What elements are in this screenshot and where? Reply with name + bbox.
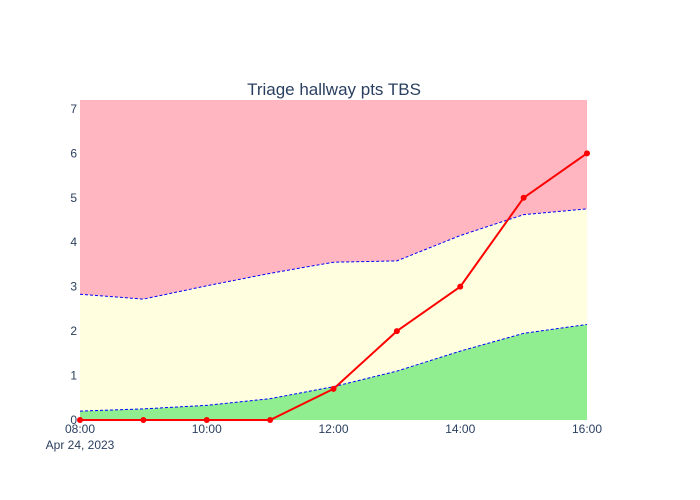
plot-area [77, 100, 590, 423]
series-point [77, 417, 83, 423]
x-tick-label: 14:00 [445, 422, 475, 436]
y-tick-label: 1 [70, 369, 77, 383]
series-point [140, 417, 147, 423]
series-point [267, 417, 274, 423]
band-high [80, 100, 587, 300]
series-point [203, 417, 210, 423]
x-tick-label: 10:00 [192, 422, 222, 436]
band-mid [80, 208, 587, 412]
y-axis: 0 1 2 3 4 5 6 7 [70, 102, 77, 427]
band-low [80, 324, 587, 420]
x-tick-label: 08:00 [65, 422, 95, 436]
series-point [520, 194, 527, 201]
x-axis: 08:00 10:00 12:00 14:00 16:00 [65, 422, 602, 436]
boundary-upper [79, 208, 588, 300]
series-point [584, 150, 590, 157]
series-point [393, 328, 400, 335]
x-tick-label: 12:00 [318, 422, 348, 436]
x-tick-label: 16:00 [572, 422, 602, 436]
y-tick-label: 3 [70, 280, 77, 294]
y-tick-label: 4 [70, 235, 77, 249]
series-point [330, 385, 337, 392]
y-tick-label: 6 [70, 146, 77, 160]
chart-title: Triage hallway pts TBS [247, 80, 421, 99]
y-tick-label: 2 [70, 324, 77, 338]
y-tick-label: 0 [70, 413, 77, 427]
y-tick-label: 5 [70, 191, 77, 205]
x-date-label: Apr 24, 2023 [46, 438, 115, 452]
series-point [457, 283, 464, 290]
y-tick-label: 7 [70, 102, 77, 116]
